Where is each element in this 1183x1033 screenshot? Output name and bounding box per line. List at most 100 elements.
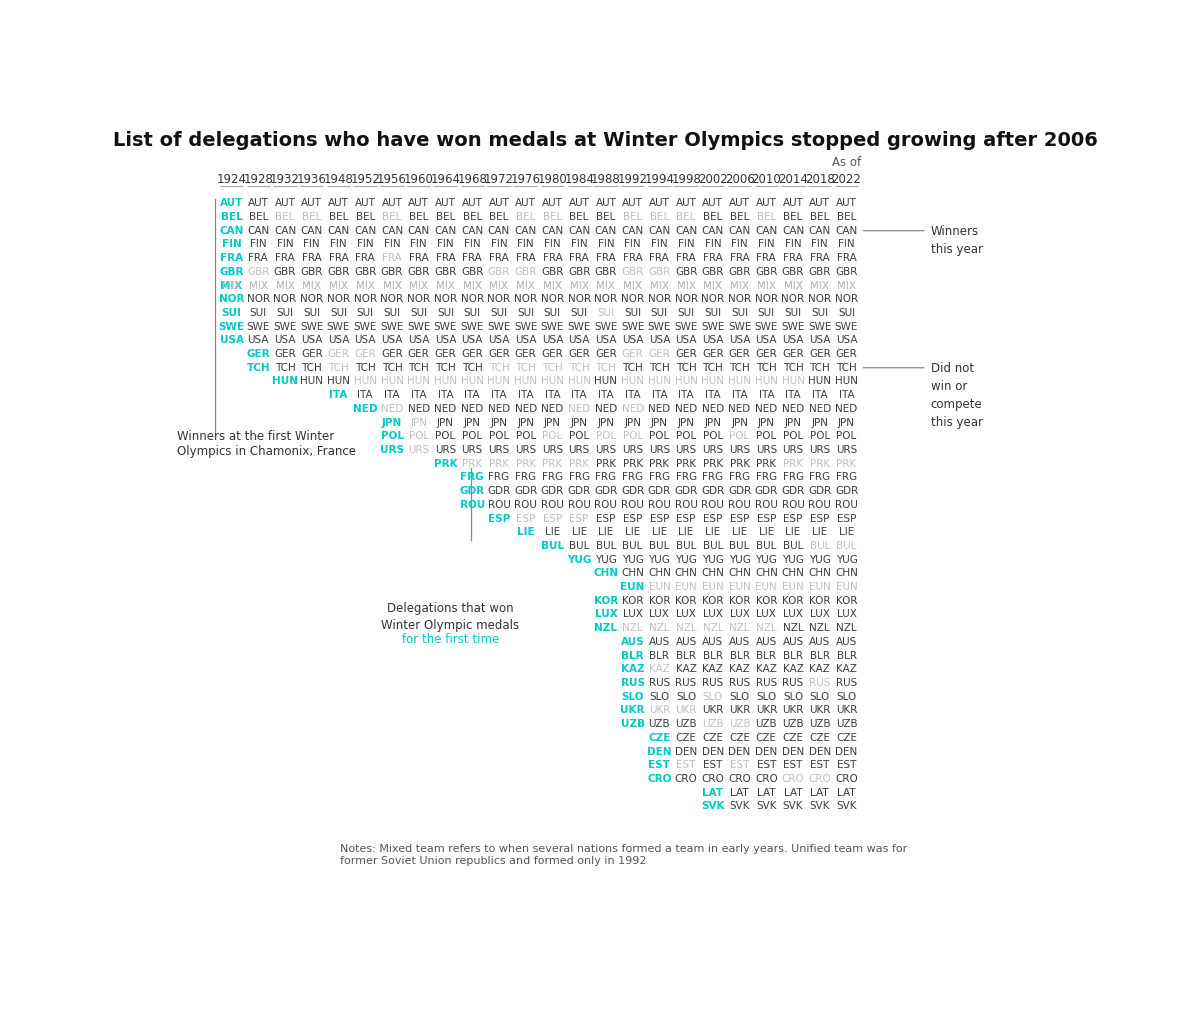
Text: 2006: 2006 (725, 173, 755, 186)
Text: GBR: GBR (381, 267, 403, 277)
Text: UKR: UKR (648, 706, 670, 716)
Text: PRK: PRK (649, 459, 670, 469)
Text: MIX: MIX (810, 281, 829, 290)
Text: HUN: HUN (354, 376, 376, 386)
Text: AUT: AUT (675, 198, 697, 209)
Text: CAN: CAN (702, 225, 724, 236)
Text: KAZ: KAZ (783, 664, 803, 675)
Text: FIN: FIN (839, 240, 855, 249)
Text: KOR: KOR (648, 596, 670, 605)
Text: ESP: ESP (836, 513, 856, 524)
Text: HUN: HUN (728, 376, 751, 386)
Text: BUL: BUL (730, 541, 750, 551)
Text: NOR: NOR (568, 294, 590, 304)
Text: NOR: NOR (674, 294, 698, 304)
Text: EST: EST (677, 760, 696, 771)
Text: USA: USA (461, 336, 483, 345)
Text: YUG: YUG (729, 555, 750, 565)
Text: EST: EST (836, 760, 856, 771)
Text: TCH: TCH (246, 363, 270, 373)
Text: CZE: CZE (809, 732, 830, 743)
Text: FIN: FIN (597, 240, 614, 249)
Text: NED: NED (568, 404, 590, 414)
Text: AUT: AUT (248, 198, 269, 209)
Text: NOR: NOR (327, 294, 350, 304)
Text: MIX: MIX (730, 281, 749, 290)
Text: CRO: CRO (647, 774, 672, 784)
Text: 1928: 1928 (244, 173, 273, 186)
Text: MIX: MIX (382, 281, 401, 290)
Text: GBR: GBR (461, 267, 484, 277)
Text: CZE: CZE (783, 732, 803, 743)
Text: JPN: JPN (464, 417, 480, 428)
Text: SVK: SVK (702, 802, 725, 811)
Text: SVK: SVK (756, 802, 776, 811)
Text: LIE: LIE (517, 527, 535, 537)
Text: DEN: DEN (782, 747, 804, 756)
Text: SUI: SUI (250, 308, 267, 318)
Text: TCH: TCH (382, 363, 402, 373)
Text: CRO: CRO (702, 774, 724, 784)
Text: BEL: BEL (435, 212, 455, 222)
Text: TCH: TCH (461, 363, 483, 373)
Text: FIN: FIN (330, 240, 347, 249)
Text: BUL: BUL (756, 541, 776, 551)
Text: UZB: UZB (782, 719, 804, 729)
Text: MIX: MIX (437, 281, 455, 290)
Text: PRK: PRK (783, 459, 803, 469)
Text: BEL: BEL (409, 212, 428, 222)
Text: NOR: NOR (648, 294, 671, 304)
Text: AUT: AUT (328, 198, 349, 209)
Text: FRA: FRA (622, 253, 642, 263)
Text: GER: GER (568, 349, 590, 359)
Text: KOR: KOR (622, 596, 644, 605)
Text: BLR: BLR (836, 651, 856, 660)
Text: PRK: PRK (463, 459, 483, 469)
Text: FIN: FIN (517, 240, 534, 249)
Text: ROU: ROU (515, 500, 537, 510)
Text: GBR: GBR (648, 267, 671, 277)
Text: UKR: UKR (675, 706, 697, 716)
Text: CAN: CAN (274, 225, 296, 236)
Text: HUN: HUN (702, 376, 724, 386)
Text: JPN: JPN (411, 417, 427, 428)
Text: GER: GER (835, 349, 858, 359)
Text: NED: NED (755, 404, 777, 414)
Text: FIN: FIN (731, 240, 748, 249)
Text: GDR: GDR (728, 487, 751, 496)
Text: KAZ: KAZ (729, 664, 750, 675)
Text: YUG: YUG (622, 555, 644, 565)
Text: SVK: SVK (809, 802, 830, 811)
Text: JPN: JPN (570, 417, 588, 428)
Text: CHN: CHN (648, 568, 671, 578)
Text: BEL: BEL (677, 212, 696, 222)
Text: UKR: UKR (836, 706, 858, 716)
Text: LIE: LIE (705, 527, 720, 537)
Text: SWE: SWE (327, 321, 350, 332)
Text: PRK: PRK (489, 459, 509, 469)
Text: SLO: SLO (703, 692, 723, 701)
Text: ROU: ROU (648, 500, 671, 510)
Text: BEL: BEL (302, 212, 322, 222)
Text: KOR: KOR (809, 596, 830, 605)
Text: POL: POL (569, 431, 589, 441)
Text: GDR: GDR (594, 487, 618, 496)
Text: LAT: LAT (757, 787, 776, 797)
Text: GER: GER (434, 349, 457, 359)
Text: AUS: AUS (756, 637, 777, 647)
Text: SUI: SUI (221, 308, 241, 318)
Text: BEL: BEL (730, 212, 749, 222)
Text: NOR: NOR (515, 294, 537, 304)
Text: NED: NED (353, 404, 377, 414)
Text: 1994: 1994 (645, 173, 674, 186)
Text: CAN: CAN (809, 225, 830, 236)
Text: FRG: FRG (729, 472, 750, 482)
Text: BEL: BEL (783, 212, 803, 222)
Text: PRK: PRK (569, 459, 589, 469)
Text: URS: URS (515, 445, 536, 455)
Text: ESP: ESP (516, 513, 536, 524)
Text: EST: EST (757, 760, 776, 771)
Text: HUN: HUN (460, 376, 484, 386)
Text: FRG: FRG (809, 472, 830, 482)
Text: FRA: FRA (677, 253, 696, 263)
